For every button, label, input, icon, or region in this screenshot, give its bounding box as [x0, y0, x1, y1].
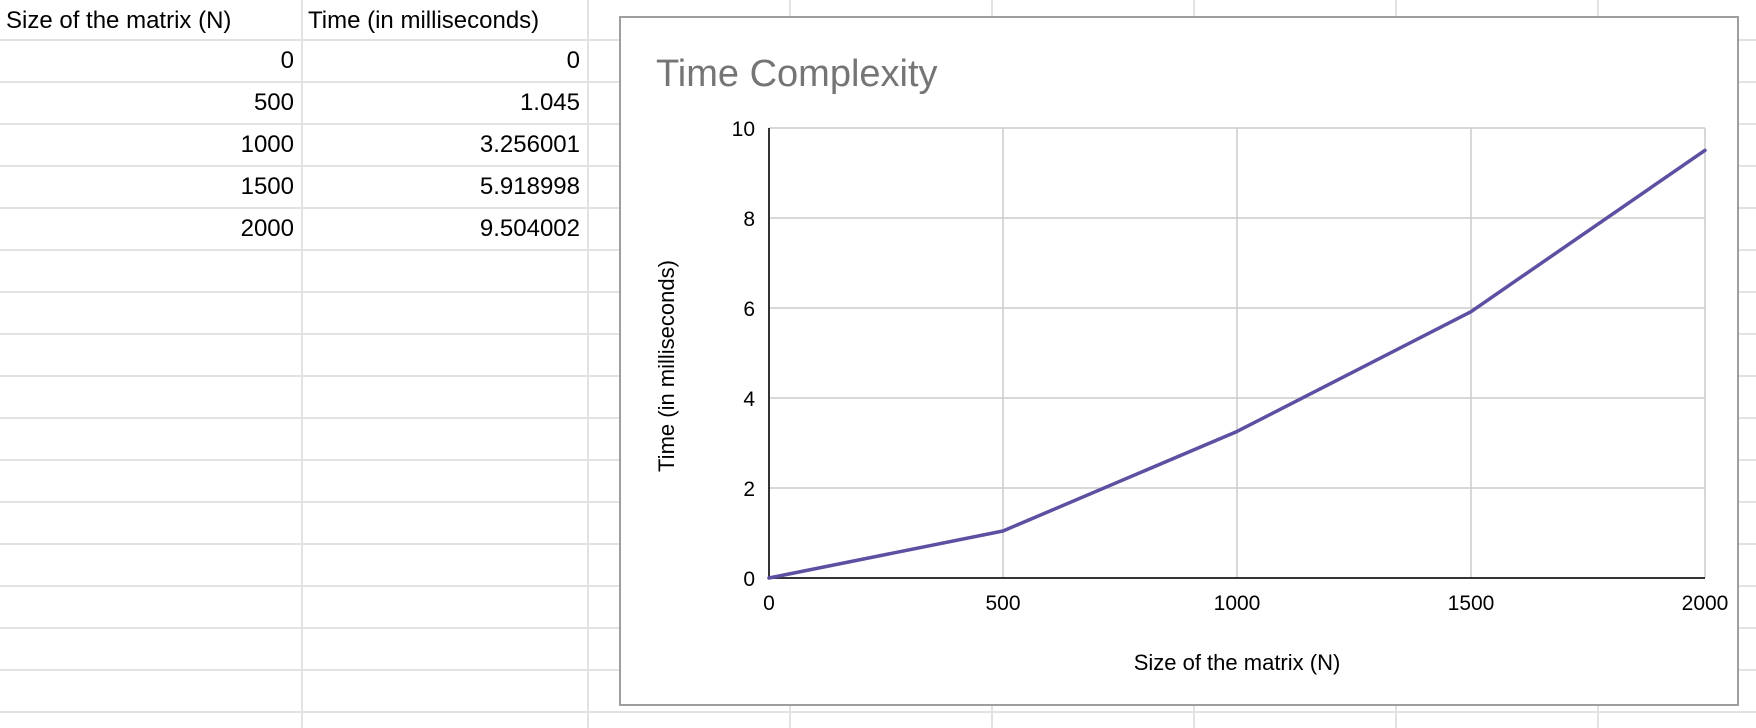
chart-gridlines: [769, 127, 1706, 578]
x-tick-label: 1500: [1448, 592, 1495, 615]
y-tick-label: 2: [743, 478, 755, 501]
x-tick-label: 0: [763, 592, 775, 615]
x-tick-label: 1000: [1214, 592, 1261, 615]
cell-size[interactable]: 1500: [240, 173, 294, 200]
x-tick-label: 2000: [1682, 592, 1729, 615]
y-tick-label: 0: [743, 568, 755, 591]
y-tick-label: 6: [743, 298, 755, 321]
chart-series: [767, 148, 1707, 580]
y-axis-label: Time (in milliseconds): [654, 260, 679, 472]
y-tick-label: 8: [743, 208, 755, 231]
cell-time[interactable]: 1.045: [519, 89, 580, 116]
cell-time[interactable]: 3.256001: [479, 131, 580, 158]
cell-time[interactable]: 5.918998: [479, 173, 580, 200]
chart-title: Time Complexity: [656, 53, 938, 95]
y-tick-label: 4: [743, 388, 755, 411]
chart-tick-labels: 0 2 4 6 8 10 0 500 1000 1500 2000: [732, 118, 1729, 615]
cell-size[interactable]: 1000: [240, 131, 294, 158]
cell-size[interactable]: 500: [253, 89, 294, 116]
cell-size[interactable]: 2000: [240, 215, 294, 242]
chart-axes: [768, 128, 1705, 579]
header-cell-size[interactable]: Size of the matrix (N): [6, 7, 232, 34]
embedded-chart[interactable]: 0 2 4 6 8 10 0 500 1000 1500 2000 Time Complexity …: [619, 16, 1739, 706]
x-tick-label: 500: [985, 592, 1020, 615]
x-axis-label: Size of the matrix (N): [1134, 650, 1341, 675]
y-tick-label: 10: [732, 118, 755, 141]
header-cell-time[interactable]: Time (in milliseconds): [308, 7, 540, 34]
cell-time[interactable]: 9.504002: [479, 215, 580, 242]
cell-time[interactable]: 0: [566, 47, 580, 74]
cell-size[interactable]: 0: [280, 47, 294, 74]
